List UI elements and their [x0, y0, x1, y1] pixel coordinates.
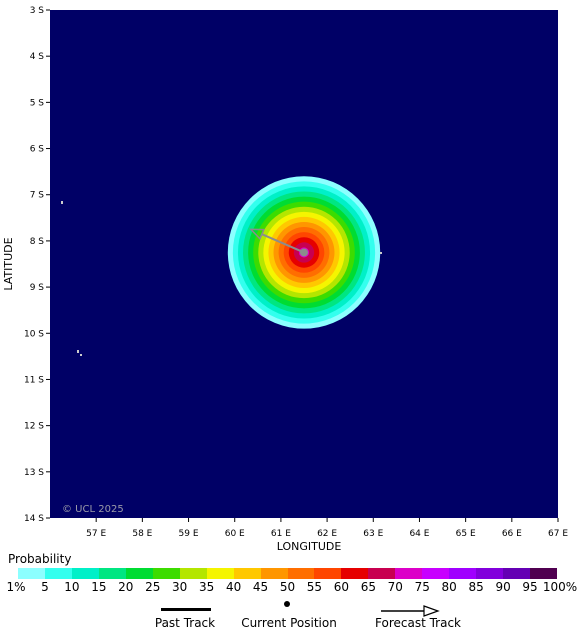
legend-tick-label: 90	[495, 580, 511, 594]
latitude-tick-label: 10 S	[24, 329, 44, 339]
forecast-track-label: Forecast Track	[375, 616, 461, 630]
forecast-track-line	[261, 233, 305, 254]
probability-map: 3 S 4 S 5 S 6 S 7 S 8 S 9 S 10 S 11 S 12 S 13 S 14 …	[2, 6, 568, 552]
latitude-tick-label: 12 S	[24, 422, 44, 432]
legend-color-swatch	[44, 568, 72, 579]
legend-tick-label: 25	[145, 580, 161, 594]
longitude-ticks: 57 E 58 E 59 E 60 E 61 E 62 E 63 E 64 E 65 E 66 E…	[86, 518, 568, 539]
legend-color-swatch	[287, 568, 315, 579]
legend-color-swatch	[530, 568, 558, 579]
legend-tick-label: 95	[522, 580, 538, 594]
legend-color-swatch	[152, 568, 180, 579]
legend-color-swatch	[98, 568, 126, 579]
latitude-tick-label: 7 S	[30, 191, 45, 201]
island-marker	[61, 201, 63, 204]
latitude-axis-title: LATITUDE	[2, 237, 15, 290]
latitude-tick-label: 14 S	[24, 514, 44, 524]
legend-color-swatch	[503, 568, 531, 579]
legend-color-swatch	[179, 568, 207, 579]
longitude-tick-label: 65 E	[456, 529, 476, 539]
latitude-tick-label: 8 S	[30, 237, 45, 247]
legend-color-swatch	[233, 568, 261, 579]
legend-color-swatch	[125, 568, 153, 579]
legend-tick-label: 15	[91, 580, 107, 594]
legend-tick-label: 65	[360, 580, 376, 594]
legend-color-swatch	[18, 568, 45, 579]
longitude-tick-label: 64 E	[409, 529, 429, 539]
longitude-tick-label: 61 E	[271, 529, 291, 539]
legend-tick-label: 45	[252, 580, 269, 594]
current-position-marker	[300, 248, 308, 257]
legend-tick-label: 30	[172, 580, 188, 594]
legend-title: Probability	[8, 552, 72, 566]
legend-tick-label: 40	[225, 580, 242, 594]
longitude-tick-label: 57 E	[86, 529, 106, 539]
legend-tick-label: 80	[441, 580, 457, 594]
longitude-axis-title: LONGITUDE	[277, 540, 342, 552]
forecast-track-arrowhead	[249, 228, 266, 241]
legend-color-swatch	[476, 568, 504, 579]
legend-tick-label: 75	[414, 580, 430, 594]
longitude-tick-label: 58 E	[132, 529, 152, 539]
latitude-tick-label: 11 S	[24, 375, 44, 385]
current-position-label: Current Position	[241, 616, 337, 630]
longitude-tick-label: 59 E	[179, 529, 199, 539]
longitude-tick-label: 63 E	[363, 529, 383, 539]
island-marker	[80, 354, 82, 356]
latitude-tick-label: 13 S	[24, 468, 44, 478]
legend-color-swatch	[449, 568, 477, 579]
storm-track	[249, 228, 308, 257]
latitude-tick-label: 5 S	[30, 98, 45, 108]
latitude-tick-label: 3 S	[30, 6, 45, 16]
longitude-tick-label: 66 E	[502, 529, 522, 539]
legend-tick-label: 10	[64, 580, 80, 594]
longitude-tick-label: 60 E	[225, 529, 245, 539]
legend-tick-label: 55	[306, 580, 323, 594]
latitude-tick-label: 6 S	[30, 145, 45, 155]
latitude-tick-label: 4 S	[30, 52, 45, 62]
island-marker	[77, 350, 79, 353]
legend-color-bar	[18, 568, 558, 579]
legend-tick-label: 100%	[542, 580, 578, 594]
legend-color-swatch	[314, 568, 342, 579]
longitude-tick-label: 62 E	[317, 529, 337, 539]
legend-color-swatch	[341, 568, 369, 579]
longitude-tick-label: 67 E	[548, 529, 568, 539]
latitude-ticks: 3 S 4 S 5 S 6 S 7 S 8 S 9 S 10 S 11 S 12 S 13 S 14 …	[24, 6, 50, 524]
legend-tick-label: 35	[199, 580, 215, 594]
past-track-label: Past Track	[154, 616, 216, 630]
legend-color-swatch	[260, 568, 288, 579]
forecast-track-arrow-icon	[381, 605, 440, 617]
legend-tick-label: 60	[333, 580, 350, 594]
copyright-text: © UCL 2025	[62, 504, 124, 515]
latitude-tick-label: 9 S	[30, 283, 45, 293]
legend-tick-label: 20	[118, 580, 134, 594]
legend-tick-label: 5	[41, 580, 49, 594]
legend-color-swatch	[395, 568, 423, 579]
legend-tick-label: 85	[468, 580, 484, 594]
legend-color-swatch	[422, 568, 450, 579]
legend-tick-label: 70	[387, 580, 403, 594]
legend-color-swatch	[71, 568, 99, 579]
past-track-line-icon	[161, 608, 211, 611]
island-marker	[380, 252, 382, 254]
legend-tick-label: 50	[279, 580, 296, 594]
legend-color-swatch	[368, 568, 396, 579]
legend-color-swatch	[206, 568, 234, 579]
legend-tick-label: 1%	[6, 580, 26, 594]
island-features	[61, 201, 382, 356]
current-position-dot-icon	[284, 601, 290, 607]
